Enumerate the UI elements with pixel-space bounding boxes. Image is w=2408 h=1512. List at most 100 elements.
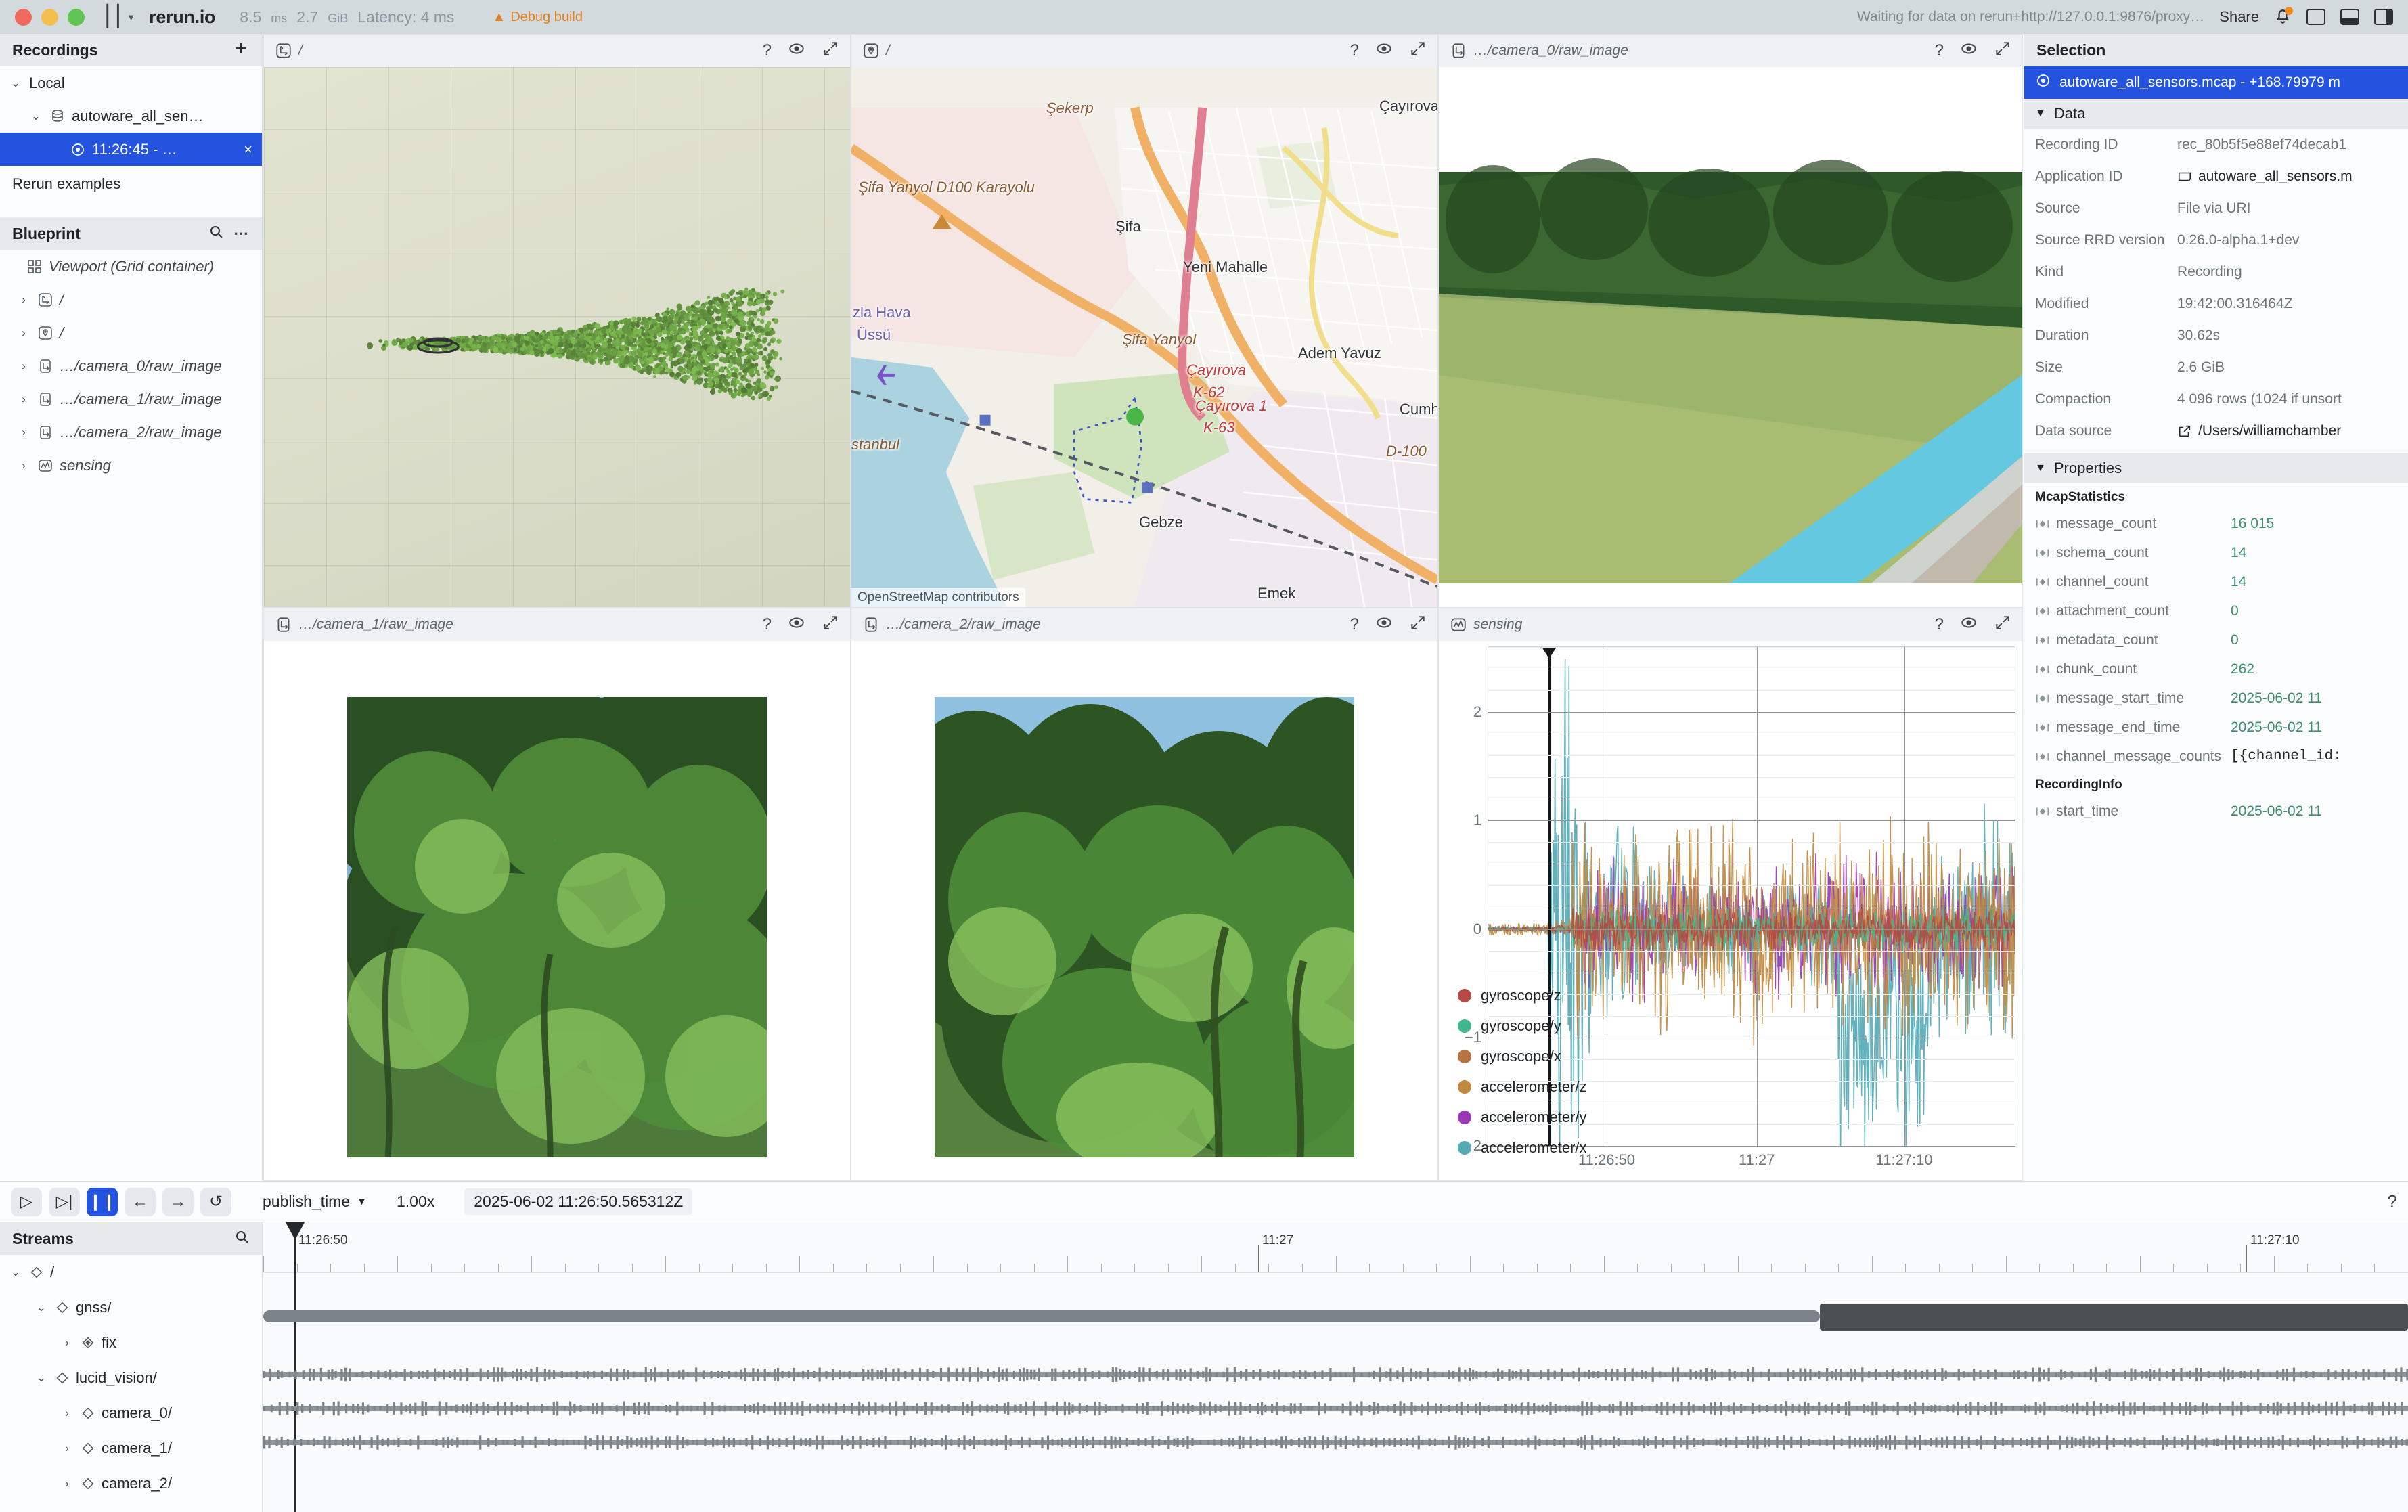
view-camera0[interactable]: …/camera_0/raw_image ? <box>1438 34 2023 608</box>
chevron-right-icon[interactable]: › <box>65 1442 69 1454</box>
window-traffic-lights[interactable] <box>15 8 85 26</box>
recording-tree-item[interactable]: 11:26:45 - … × <box>0 133 262 166</box>
help-icon[interactable]: ? <box>762 41 772 60</box>
camera0-image[interactable] <box>1439 67 2022 607</box>
pause-button[interactable]: ❙❙ <box>87 1187 118 1216</box>
properties-section-header[interactable]: ▼ Properties <box>2024 453 2408 483</box>
camera1-image[interactable] <box>264 641 850 1180</box>
toggle-left-panel-button[interactable] <box>2306 9 2325 25</box>
timeline-playhead[interactable] <box>286 1222 305 1512</box>
help-icon[interactable]: ? <box>1350 615 1359 633</box>
maximize-window-button[interactable] <box>68 8 85 26</box>
chevron-down-icon[interactable]: ⌄ <box>30 109 41 123</box>
chevron-right-icon[interactable]: › <box>22 326 26 339</box>
current-time-label[interactable]: 2025-06-02 11:26:50.565312Z <box>464 1188 693 1215</box>
camera2-image[interactable] <box>851 641 1437 1180</box>
data-section-header[interactable]: ▼ Data <box>2024 99 2408 129</box>
plot-legend-item[interactable]: accelerometer/z <box>1458 1071 1587 1102</box>
chevron-down-icon[interactable]: ⌄ <box>10 76 21 89</box>
chevron-down-icon[interactable]: ⌄ <box>36 1301 47 1314</box>
toggle-right-panel-button[interactable] <box>2374 9 2393 25</box>
chevron-right-icon[interactable]: › <box>22 359 26 372</box>
help-icon[interactable]: ? <box>762 615 772 633</box>
view-camera2[interactable]: …/camera_2/raw_image ? <box>851 608 1438 1181</box>
chevron-right-icon[interactable]: › <box>22 425 26 439</box>
blueprint-tree-item[interactable]: › / <box>0 283 262 316</box>
rerun-logo-menu[interactable]: ⎮⎮ ▼ <box>102 7 135 27</box>
search-icon[interactable] <box>233 1228 250 1249</box>
help-icon[interactable]: ? <box>2387 1191 2397 1211</box>
share-button[interactable]: Share <box>2219 8 2259 25</box>
stream-activity-strip[interactable] <box>1820 1304 2408 1331</box>
view-map-root[interactable]: / ? <box>851 34 1438 608</box>
toggle-bottom-panel-button[interactable] <box>2340 9 2359 25</box>
plot-legend-item[interactable]: accelerometer/y <box>1458 1102 1587 1132</box>
loop-button[interactable]: ↺ <box>200 1187 231 1216</box>
eye-icon[interactable] <box>1375 614 1393 636</box>
selection-data-value[interactable]: autoware_all_sensors.m <box>2177 169 2353 185</box>
plot-legend[interactable]: gyroscope/z gyroscope/y gyroscope/x acceler… <box>1458 980 1587 1163</box>
selected-recording-item[interactable]: autoware_all_sensors.mcap - +168.79979 m <box>2024 66 2408 99</box>
stream-timeline[interactable]: 11:26:50 11:27 11:27:10 <box>263 1222 2408 1512</box>
timeline-selector[interactable]: publish_time ▼ <box>263 1193 367 1211</box>
chevron-down-icon[interactable]: ⌄ <box>10 1266 21 1278</box>
chevron-right-icon[interactable]: › <box>22 392 26 405</box>
pointcloud-canvas[interactable] <box>264 67 850 607</box>
timeline-ruler[interactable]: 11:26:50 11:27 11:27:10 <box>263 1222 2408 1273</box>
eye-icon[interactable] <box>1375 40 1393 62</box>
chevron-right-icon[interactable]: › <box>22 458 26 472</box>
close-window-button[interactable] <box>15 8 32 26</box>
chevron-right-icon[interactable]: › <box>65 1406 69 1419</box>
eye-icon[interactable] <box>1960 40 1978 62</box>
search-icon[interactable] <box>208 223 224 244</box>
step-forward-button[interactable]: ▷| <box>49 1187 80 1216</box>
recording-tree-item[interactable]: ⌄ autoware_all_sen… <box>0 99 262 133</box>
stream-tree-item[interactable]: › camera_2/ <box>0 1466 262 1501</box>
stream-tree-item[interactable]: ⌄ / <box>0 1255 262 1290</box>
chevron-right-icon[interactable]: › <box>65 1477 69 1490</box>
expand-icon[interactable] <box>822 614 839 636</box>
stream-tree-item[interactable]: ⌄sensing/ <box>0 1501 262 1512</box>
expand-icon[interactable] <box>822 40 839 62</box>
help-icon[interactable]: ? <box>1350 41 1359 60</box>
view-spatial3d-root[interactable]: / ? <box>263 34 851 608</box>
selection-data-value[interactable]: /Users/williamchamber <box>2177 423 2341 439</box>
stream-tree-item[interactable]: › fix <box>0 1325 262 1360</box>
blueprint-tree-item[interactable]: › sensing <box>0 449 262 482</box>
plot-playhead[interactable] <box>1542 647 1557 1146</box>
stream-tree-item[interactable]: ⌄ gnss/ <box>0 1290 262 1325</box>
more-horizontal-icon[interactable]: ⋯ <box>233 225 250 242</box>
blueprint-tree-item[interactable]: › / <box>0 316 262 349</box>
expand-icon[interactable] <box>1994 40 2011 62</box>
stream-tree-item[interactable]: › camera_0/ <box>0 1396 262 1431</box>
blueprint-tree-item[interactable]: › …/camera_2/raw_image <box>0 416 262 449</box>
blueprint-tree-item[interactable]: › …/camera_0/raw_image <box>0 349 262 382</box>
recording-tree-item[interactable]: ⌄ Local <box>0 66 262 99</box>
sensing-plot-body[interactable]: −2 −1 0 1 2 11:26:50 11:27 11:27:10 gyroscope/z… <box>1439 641 2022 1180</box>
eye-icon[interactable] <box>788 614 805 636</box>
close-icon[interactable]: × <box>244 140 252 158</box>
plot-legend-item[interactable]: gyroscope/y <box>1458 1010 1587 1041</box>
eye-icon[interactable] <box>1960 614 1978 636</box>
expand-icon[interactable] <box>1409 614 1427 636</box>
bell-icon[interactable] <box>2274 7 2293 26</box>
plot-legend-item[interactable]: accelerometer/x <box>1458 1132 1587 1163</box>
expand-icon[interactable] <box>1994 614 2011 636</box>
play-button[interactable]: ▷ <box>11 1187 42 1216</box>
blueprint-tree-item[interactable]: › …/camera_1/raw_image <box>0 382 262 416</box>
help-icon[interactable]: ? <box>1934 615 1944 633</box>
plot-area[interactable]: −2 −1 0 1 2 11:26:50 11:27 11:27:10 <box>1465 646 2015 1168</box>
blueprint-tree-item[interactable]: Viewport (Grid container) <box>0 250 262 283</box>
view-camera1[interactable]: …/camera_1/raw_image ? <box>263 608 851 1181</box>
plot-legend-item[interactable]: gyroscope/z <box>1458 980 1587 1010</box>
osm-attribution[interactable]: OpenStreetMap contributors <box>851 588 1025 607</box>
step-next-button[interactable]: → <box>162 1187 194 1216</box>
step-back-button[interactable]: ← <box>125 1187 156 1216</box>
chevron-right-icon[interactable]: › <box>65 1336 69 1349</box>
stream-tree-item[interactable]: › camera_1/ <box>0 1431 262 1466</box>
expand-icon[interactable] <box>1409 40 1427 62</box>
help-icon[interactable]: ? <box>1934 41 1944 60</box>
plus-icon[interactable] <box>232 39 250 61</box>
view-sensing-plot[interactable]: sensing ? −2 −1 0 1 2 11:26:50 11:27 11 <box>1438 608 2023 1181</box>
